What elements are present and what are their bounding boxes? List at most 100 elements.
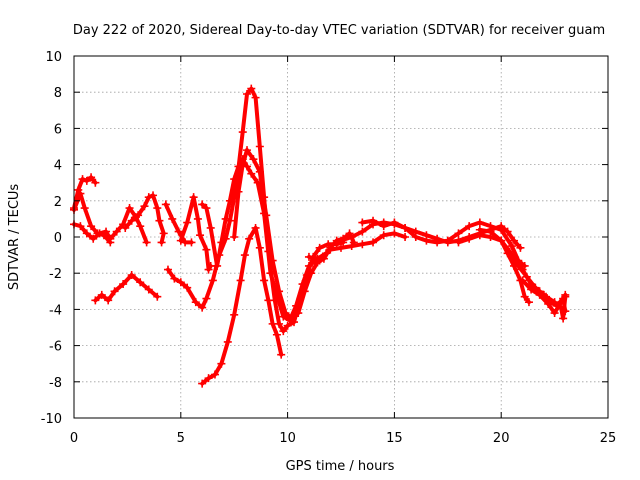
axis-ticks: 0 5 10 15 20 25 -10 -8 -6 -4 -2 0 2 4 6 8 10	[41, 50, 617, 446]
data-point	[272, 330, 281, 339]
data-point	[251, 93, 260, 102]
data-point	[230, 310, 239, 319]
data-point	[527, 285, 536, 294]
data-point	[243, 90, 252, 99]
data-point	[507, 242, 516, 251]
data-point	[91, 178, 100, 187]
data-point	[174, 227, 183, 236]
y-tick-label: -10	[41, 412, 62, 427]
data-point	[454, 229, 463, 238]
data-point	[238, 160, 247, 169]
data-point	[268, 256, 277, 265]
data-point	[401, 233, 410, 241]
series-line	[200, 225, 284, 386]
x-tick-label: 10	[279, 431, 296, 446]
data-point	[136, 222, 145, 231]
data-point	[287, 314, 296, 323]
data-point	[275, 287, 284, 296]
data-point	[307, 269, 316, 278]
data-point	[87, 173, 96, 182]
data-point	[264, 296, 273, 305]
data-point	[255, 243, 264, 252]
data-point	[401, 223, 410, 232]
series-arc-7	[176, 193, 215, 274]
data-point	[294, 309, 303, 318]
data-point	[304, 252, 313, 261]
data-point	[486, 227, 495, 236]
data-point	[106, 234, 115, 243]
data-point	[91, 296, 100, 305]
data-point	[315, 256, 324, 265]
data-point	[260, 276, 269, 285]
data-point	[78, 175, 87, 184]
y-axis-label: SDTVAR / TECUs	[7, 184, 22, 291]
series-arc-3	[70, 204, 151, 247]
data-point	[465, 234, 474, 243]
series-arc-5	[91, 271, 162, 305]
data-point	[213, 261, 222, 270]
data-point	[125, 204, 134, 213]
data-point	[347, 242, 356, 251]
data-point	[268, 319, 277, 328]
data-point	[518, 276, 527, 285]
data-point	[127, 216, 136, 225]
x-tick-label: 20	[493, 431, 510, 446]
data-point	[87, 222, 96, 231]
series-arc-6	[161, 200, 196, 247]
x-tick-label: 5	[177, 431, 185, 446]
data-point	[121, 223, 130, 232]
data-point	[208, 276, 217, 285]
data-point	[255, 142, 264, 151]
data-point	[245, 234, 254, 243]
data-point	[187, 238, 196, 247]
data-point	[161, 200, 170, 209]
data-point	[76, 222, 85, 231]
data-point	[369, 216, 378, 225]
data-point	[102, 227, 111, 236]
data-point	[279, 327, 288, 336]
data-point	[520, 292, 529, 301]
data-point	[510, 236, 519, 245]
data-point	[176, 236, 185, 245]
data-point	[249, 155, 258, 164]
data-point	[465, 222, 474, 231]
data-point	[82, 176, 91, 185]
y-tick-label: -4	[49, 303, 62, 318]
y-tick-label: 2	[54, 195, 62, 210]
data-point	[315, 243, 324, 252]
x-tick-label: 0	[70, 431, 78, 446]
data-point	[230, 175, 239, 184]
data-point	[561, 290, 570, 299]
data-point	[230, 233, 239, 241]
data-point	[497, 236, 506, 245]
data-point	[497, 225, 506, 234]
data-point	[337, 243, 345, 252]
data-point	[236, 276, 245, 285]
data-point	[196, 231, 205, 240]
y-tick-label: 0	[54, 231, 62, 246]
data-point	[223, 337, 232, 346]
series-arc-4	[121, 191, 168, 247]
series-line	[307, 231, 408, 263]
data-point	[411, 233, 420, 241]
data-point	[149, 191, 158, 200]
data-point	[304, 261, 313, 270]
data-point	[347, 233, 356, 241]
data-point	[198, 303, 207, 312]
data-point	[358, 218, 367, 227]
data-point	[159, 229, 168, 238]
data-point	[300, 287, 309, 296]
data-point	[153, 292, 162, 301]
y-tick-label: -6	[49, 340, 62, 355]
data-point	[198, 379, 207, 388]
data-point	[217, 238, 226, 247]
data-point	[191, 298, 200, 307]
series-arc-17	[507, 251, 570, 323]
data-point	[189, 193, 198, 202]
data-point	[358, 240, 367, 249]
data-point	[176, 278, 185, 287]
data-point	[238, 128, 247, 137]
y-tick-label: 10	[45, 50, 62, 65]
data-point	[326, 245, 335, 254]
